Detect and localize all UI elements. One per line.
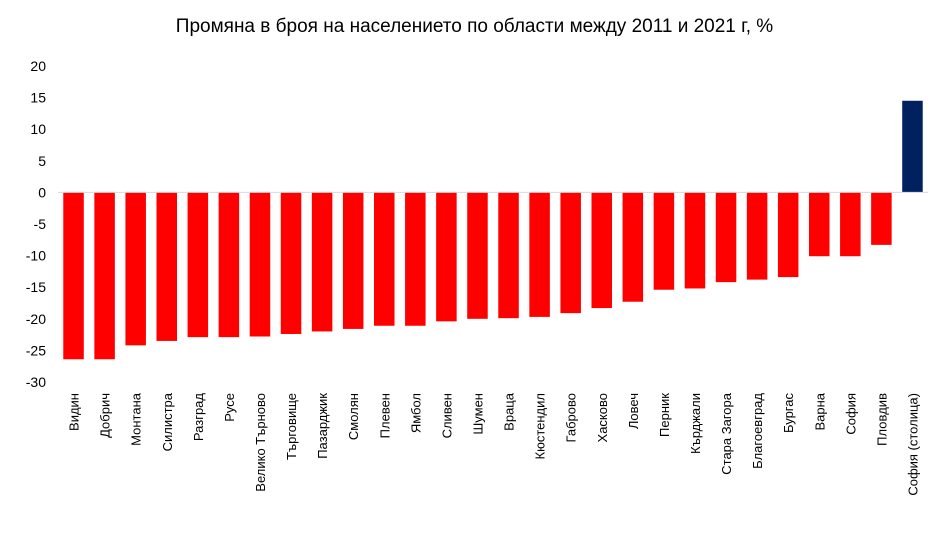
bar — [280, 192, 302, 334]
bar — [218, 192, 240, 338]
x-tick-label: Кърджали — [688, 393, 703, 454]
x-tick-label: Варна — [812, 392, 827, 430]
x-tick-label: Пловдив — [874, 393, 889, 446]
bar — [622, 192, 644, 302]
chart-title: Промяна в броя на населението по области… — [175, 16, 774, 37]
bar — [591, 192, 613, 309]
y-tick-label: -15 — [26, 279, 46, 295]
y-tick-label: 10 — [30, 121, 46, 137]
bar — [405, 192, 426, 326]
x-tick-label: Пазарджик — [315, 393, 330, 459]
bar — [94, 192, 115, 360]
x-tick-label: Перник — [657, 393, 672, 437]
x-tick-label: Силистра — [160, 392, 175, 451]
x-tick-label: Смолян — [346, 393, 361, 440]
bar — [715, 192, 737, 283]
x-tick-label: Добрич — [98, 393, 113, 438]
x-tick-label: Ямбол — [408, 393, 423, 433]
x-tick-label: Видин — [67, 393, 82, 431]
x-tick-label: Ловеч — [626, 393, 641, 429]
bar — [342, 192, 364, 329]
x-axis-labels: Видин Добрич Монтана Силистра Разград Русе Вел… — [67, 392, 921, 495]
bar — [374, 192, 395, 326]
x-tick-label: Стара Загора — [719, 392, 734, 474]
bar — [560, 192, 581, 314]
bar — [840, 192, 861, 257]
bar — [653, 192, 675, 290]
x-tick-label: Велико Търново — [253, 393, 268, 492]
bar — [498, 192, 519, 319]
bars — [58, 100, 928, 360]
x-tick-label: Сливен — [439, 393, 454, 438]
x-tick-label: Плевен — [377, 393, 392, 438]
x-tick-label: София — [843, 393, 858, 435]
y-tick-label: -30 — [26, 374, 46, 390]
bar — [902, 100, 923, 193]
bar — [249, 192, 271, 337]
x-tick-label: Благоевград — [750, 393, 765, 469]
x-tick-label: Русе — [222, 393, 237, 422]
bar — [156, 192, 178, 341]
y-tick-label: 0 — [38, 184, 46, 200]
bar — [63, 192, 84, 360]
y-tick-label: 5 — [38, 153, 46, 169]
bar — [777, 192, 799, 278]
y-tick-label: -20 — [26, 311, 46, 327]
bar — [436, 192, 457, 322]
y-tick-label: -5 — [34, 216, 47, 232]
y-tick-label: 15 — [30, 90, 46, 106]
bar — [467, 192, 488, 319]
bar — [746, 192, 768, 280]
bar — [187, 192, 209, 338]
bar — [809, 192, 830, 257]
y-axis-labels: 20 15 10 5 0 -5 -10 -15 -20 -25 -30 — [26, 58, 46, 390]
y-tick-label: -25 — [26, 342, 46, 358]
bar — [684, 192, 706, 289]
bar — [529, 192, 550, 317]
x-tick-label: Хасково — [595, 393, 610, 442]
x-tick-label: Шумен — [470, 393, 485, 435]
x-tick-label: София (столица) — [905, 393, 920, 496]
y-tick-label: 20 — [30, 58, 46, 74]
bar — [125, 192, 146, 346]
x-tick-label: Монтана — [129, 392, 144, 446]
x-tick-label: Кюстендил — [533, 393, 548, 459]
y-tick-label: -10 — [26, 248, 46, 264]
x-tick-label: Търговище — [284, 393, 299, 460]
x-tick-label: Враца — [502, 392, 517, 431]
x-tick-label: Бургас — [781, 393, 796, 434]
bar — [311, 192, 333, 332]
bar — [871, 192, 892, 245]
x-tick-label: Габрово — [564, 393, 579, 442]
x-tick-label: Разград — [191, 393, 206, 441]
